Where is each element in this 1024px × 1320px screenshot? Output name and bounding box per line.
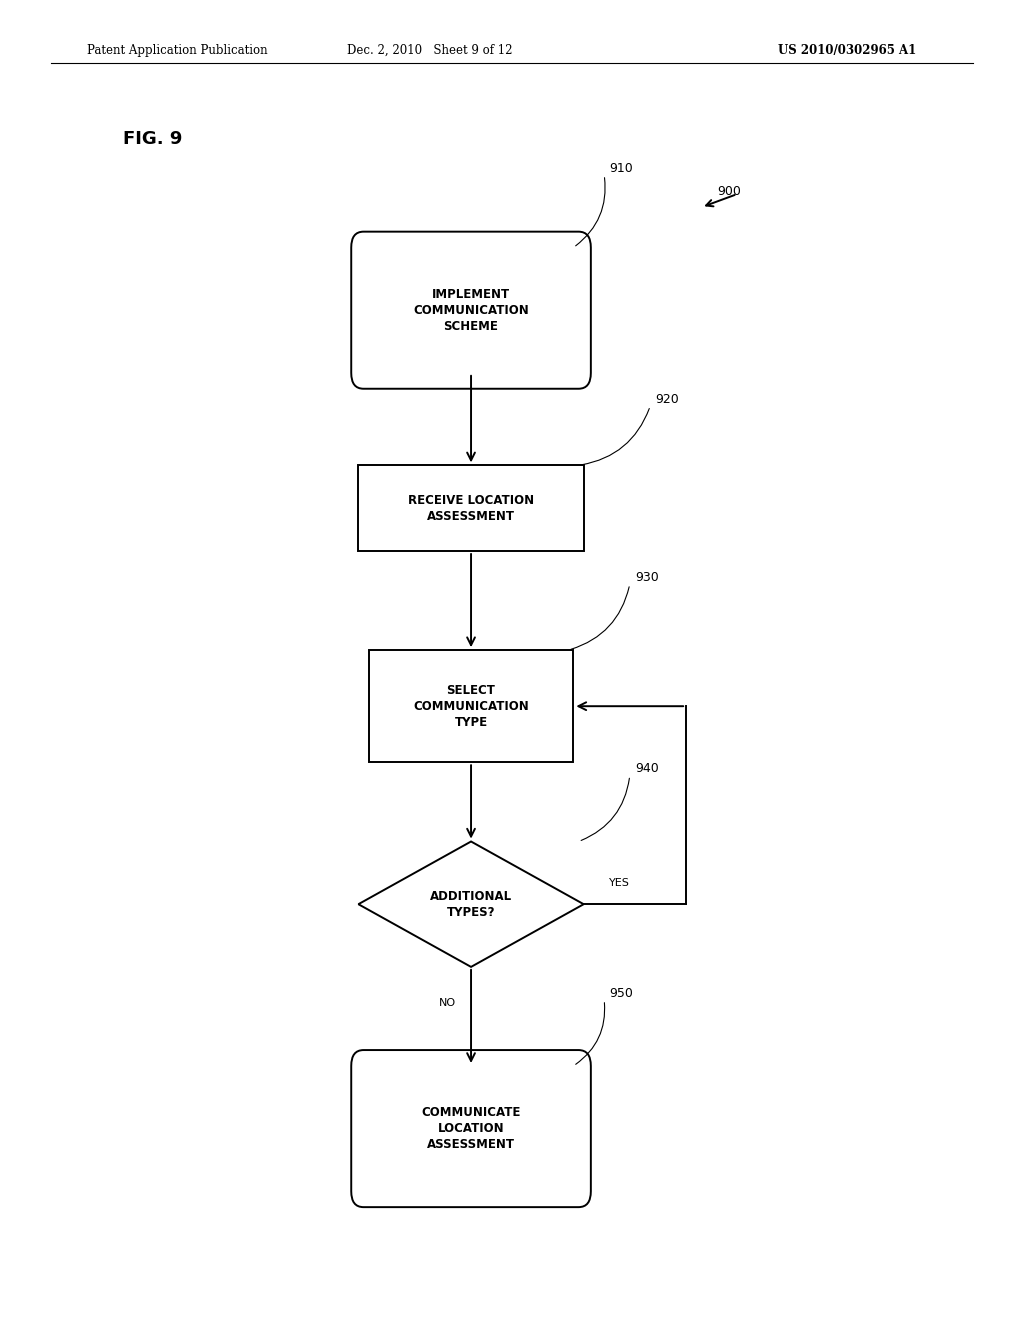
Text: 910: 910 (609, 162, 633, 174)
Text: NO: NO (438, 998, 456, 1008)
Text: IMPLEMENT
COMMUNICATION
SCHEME: IMPLEMENT COMMUNICATION SCHEME (413, 288, 529, 333)
Text: COMMUNICATE
LOCATION
ASSESSMENT: COMMUNICATE LOCATION ASSESSMENT (421, 1106, 521, 1151)
Text: ADDITIONAL
TYPES?: ADDITIONAL TYPES? (430, 890, 512, 919)
Bar (369, 649, 573, 762)
Text: 930: 930 (635, 572, 658, 583)
Text: SELECT
COMMUNICATION
TYPE: SELECT COMMUNICATION TYPE (413, 684, 529, 729)
Text: Dec. 2, 2010   Sheet 9 of 12: Dec. 2, 2010 Sheet 9 of 12 (347, 44, 513, 57)
Polygon shape (358, 842, 584, 966)
FancyBboxPatch shape (351, 232, 591, 388)
Text: 940: 940 (635, 763, 658, 775)
Bar (358, 466, 584, 552)
Text: US 2010/0302965 A1: US 2010/0302965 A1 (778, 44, 916, 57)
Text: YES: YES (609, 878, 630, 888)
FancyBboxPatch shape (351, 1051, 591, 1206)
Text: FIG. 9: FIG. 9 (123, 129, 182, 148)
Text: 920: 920 (655, 393, 679, 405)
Text: 900: 900 (717, 185, 740, 198)
Text: Patent Application Publication: Patent Application Publication (87, 44, 267, 57)
Text: RECEIVE LOCATION
ASSESSMENT: RECEIVE LOCATION ASSESSMENT (408, 494, 535, 523)
Text: 950: 950 (609, 987, 633, 999)
